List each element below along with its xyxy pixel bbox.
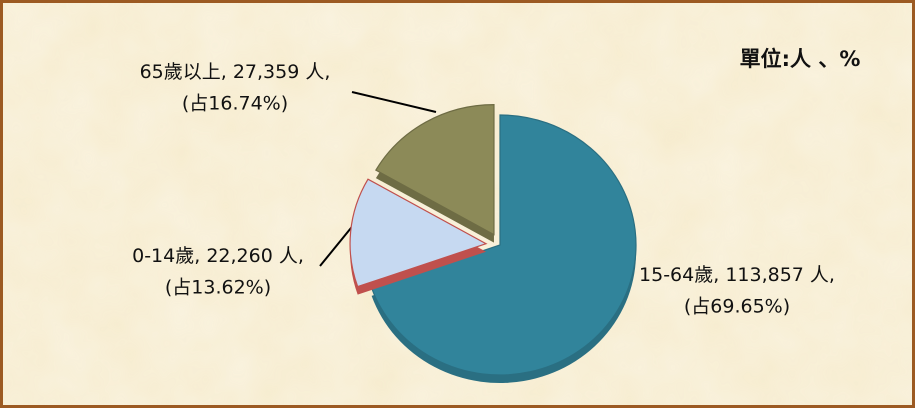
label-percent: (占16.74%) [182, 93, 288, 115]
label-value: 27,359 人, [233, 61, 331, 83]
label-category: 0-14歲, [132, 245, 200, 267]
label-percent: (占69.65%) [684, 296, 790, 318]
slice [349, 178, 488, 288]
leader-line [351, 91, 437, 113]
label-percent: (占13.62%) [165, 277, 271, 299]
slice [370, 114, 637, 376]
data-label: 15-64歲, 113,857 人, [639, 264, 835, 286]
label-category: 65歲以上, [140, 61, 227, 83]
label-value: 113,857 人, [725, 264, 835, 286]
data-label: 0-14歲, 22,260 人, [132, 245, 304, 267]
unit-label: 單位:人 、% [740, 47, 861, 71]
label-value: 22,260 人, [206, 245, 304, 267]
data-label: 65歲以上, 27,359 人, [140, 61, 331, 83]
label-category: 15-64歲, [639, 264, 719, 286]
slice [375, 104, 495, 236]
